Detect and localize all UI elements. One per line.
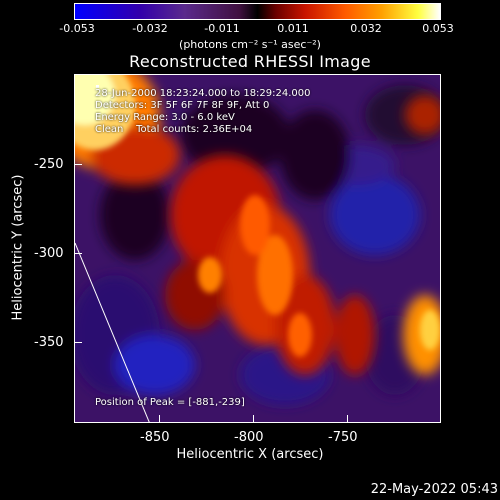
y-tick-mark — [74, 342, 82, 343]
y-tick-label: -250 — [34, 157, 64, 172]
x-tick-mark — [253, 415, 254, 423]
x-tick-mark — [347, 415, 348, 423]
x-tick-label: -750 — [328, 430, 358, 445]
colorbar-tick: -0.011 — [204, 22, 240, 35]
image-map — [75, 75, 440, 422]
colorbar-units: (photons cm⁻² s⁻¹ asec⁻²) — [179, 38, 321, 51]
method-counts: Clean Total counts: 2.36E+04 — [95, 124, 253, 135]
colorbar — [74, 3, 441, 20]
x-tick-mark — [159, 415, 160, 423]
y-tick-mark — [74, 253, 82, 254]
observation-info: 28-Jun-2000 18:23:24.000 to 18:29:24.000… — [95, 88, 311, 136]
rhessi-image — [74, 74, 441, 423]
colorbar-tick: -0.032 — [132, 22, 168, 35]
x-tick-label: -800 — [234, 430, 264, 445]
peak-position: Position of Peak = [-881,-239] — [95, 397, 245, 408]
footer-date: 22-May-2022 05:43 — [370, 482, 498, 497]
time-range: 28-Jun-2000 18:23:24.000 to 18:29:24.000 — [95, 88, 311, 99]
x-tick-label: -850 — [140, 430, 170, 445]
y-axis-label: Heliocentric Y (arcsec) — [10, 174, 26, 321]
colorbar-tick: -0.053 — [59, 22, 95, 35]
y-tick-label: -300 — [34, 246, 64, 261]
image-title: Reconstructed RHESSI Image — [129, 52, 371, 71]
colorbar-tick: 0.032 — [350, 22, 382, 35]
y-tick-label: -350 — [34, 335, 64, 350]
colorbar-tick: 0.053 — [422, 22, 454, 35]
colorbar-tick: 0.011 — [277, 22, 309, 35]
detectors: Detectors: 3F 5F 6F 7F 8F 9F, Att 0 — [95, 100, 270, 111]
peak-marker — [96, 85, 99, 88]
x-axis-label: Heliocentric X (arcsec) — [176, 447, 324, 462]
y-tick-mark — [74, 164, 82, 165]
energy-range: Energy Range: 3.0 - 6.0 keV — [95, 112, 235, 123]
